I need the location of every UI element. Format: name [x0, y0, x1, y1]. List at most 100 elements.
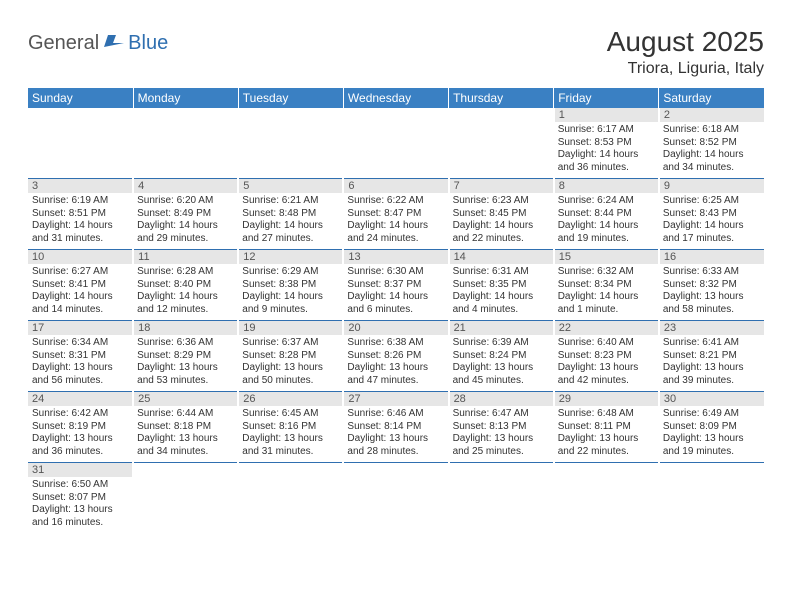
sunset-text: Sunset: 8:41 PM — [32, 279, 129, 292]
daylight-text: Daylight: 13 hours and 31 minutes. — [242, 433, 339, 458]
sunrise-text: Sunrise: 6:28 AM — [137, 266, 234, 279]
info-row: Sunrise: 6:27 AMSunset: 8:41 PMDaylight:… — [28, 264, 764, 321]
sunset-text: Sunset: 8:45 PM — [453, 208, 550, 221]
daylight-text: Daylight: 14 hours and 36 minutes. — [558, 149, 655, 174]
day-number: 20 — [343, 321, 448, 336]
sunrise-text: Sunrise: 6:50 AM — [32, 479, 129, 492]
day-number: 22 — [554, 321, 659, 336]
flag-icon — [104, 33, 126, 54]
day-number: 30 — [659, 392, 764, 407]
day-number — [28, 108, 133, 122]
day-number — [238, 108, 343, 122]
day-number: 25 — [133, 392, 238, 407]
day-cell: Sunrise: 6:24 AMSunset: 8:44 PMDaylight:… — [554, 193, 659, 250]
sunrise-text: Sunrise: 6:17 AM — [558, 124, 655, 137]
day-cell: Sunrise: 6:20 AMSunset: 8:49 PMDaylight:… — [133, 193, 238, 250]
day-number: 29 — [554, 392, 659, 407]
daylight-text: Daylight: 13 hours and 28 minutes. — [347, 433, 444, 458]
day-header: Wednesday — [343, 88, 448, 108]
sunset-text: Sunset: 8:07 PM — [32, 492, 129, 505]
info-row: Sunrise: 6:34 AMSunset: 8:31 PMDaylight:… — [28, 335, 764, 392]
sunset-text: Sunset: 8:09 PM — [663, 421, 760, 434]
day-cell: Sunrise: 6:23 AMSunset: 8:45 PMDaylight:… — [449, 193, 554, 250]
daylight-text: Daylight: 13 hours and 16 minutes. — [32, 504, 129, 529]
day-number: 18 — [133, 321, 238, 336]
sunset-text: Sunset: 8:37 PM — [347, 279, 444, 292]
sunset-text: Sunset: 8:40 PM — [137, 279, 234, 292]
day-number: 14 — [449, 250, 554, 265]
sunset-text: Sunset: 8:51 PM — [32, 208, 129, 221]
daylight-text: Daylight: 13 hours and 47 minutes. — [347, 362, 444, 387]
sunrise-text: Sunrise: 6:29 AM — [242, 266, 339, 279]
sunrise-text: Sunrise: 6:32 AM — [558, 266, 655, 279]
day-cell — [449, 122, 554, 179]
title-block: August 2025 Triora, Liguria, Italy — [607, 26, 764, 78]
day-number: 8 — [554, 179, 659, 194]
day-cell — [449, 477, 554, 533]
day-cell: Sunrise: 6:39 AMSunset: 8:24 PMDaylight:… — [449, 335, 554, 392]
day-cell: Sunrise: 6:32 AMSunset: 8:34 PMDaylight:… — [554, 264, 659, 321]
info-row: Sunrise: 6:17 AMSunset: 8:53 PMDaylight:… — [28, 122, 764, 179]
daylight-text: Daylight: 13 hours and 36 minutes. — [32, 433, 129, 458]
day-header: Tuesday — [238, 88, 343, 108]
daylight-text: Daylight: 13 hours and 25 minutes. — [453, 433, 550, 458]
day-cell — [343, 477, 448, 533]
sunrise-text: Sunrise: 6:24 AM — [558, 195, 655, 208]
day-number: 21 — [449, 321, 554, 336]
day-header: Friday — [554, 88, 659, 108]
day-header: Sunday — [28, 88, 133, 108]
sunrise-text: Sunrise: 6:25 AM — [663, 195, 760, 208]
logo-text-blue: Blue — [128, 32, 168, 55]
day-cell: Sunrise: 6:48 AMSunset: 8:11 PMDaylight:… — [554, 406, 659, 463]
day-number: 7 — [449, 179, 554, 194]
day-number — [659, 463, 764, 478]
sunrise-text: Sunrise: 6:27 AM — [32, 266, 129, 279]
daylight-text: Daylight: 14 hours and 34 minutes. — [663, 149, 760, 174]
sunset-text: Sunset: 8:11 PM — [558, 421, 655, 434]
day-number: 11 — [133, 250, 238, 265]
day-cell — [28, 122, 133, 179]
daylight-text: Daylight: 13 hours and 19 minutes. — [663, 433, 760, 458]
day-number: 2 — [659, 108, 764, 122]
location: Triora, Liguria, Italy — [607, 60, 764, 78]
daylight-text: Daylight: 14 hours and 24 minutes. — [347, 220, 444, 245]
sunset-text: Sunset: 8:14 PM — [347, 421, 444, 434]
sunrise-text: Sunrise: 6:44 AM — [137, 408, 234, 421]
day-cell: Sunrise: 6:25 AMSunset: 8:43 PMDaylight:… — [659, 193, 764, 250]
sunrise-text: Sunrise: 6:22 AM — [347, 195, 444, 208]
daynum-row: 24252627282930 — [28, 392, 764, 407]
day-number: 26 — [238, 392, 343, 407]
info-row: Sunrise: 6:50 AMSunset: 8:07 PMDaylight:… — [28, 477, 764, 533]
sunrise-text: Sunrise: 6:39 AM — [453, 337, 550, 350]
day-cell: Sunrise: 6:49 AMSunset: 8:09 PMDaylight:… — [659, 406, 764, 463]
sunset-text: Sunset: 8:53 PM — [558, 137, 655, 150]
sunset-text: Sunset: 8:28 PM — [242, 350, 339, 363]
sunrise-text: Sunrise: 6:45 AM — [242, 408, 339, 421]
sunset-text: Sunset: 8:19 PM — [32, 421, 129, 434]
day-number: 17 — [28, 321, 133, 336]
day-number: 10 — [28, 250, 133, 265]
day-number: 9 — [659, 179, 764, 194]
daylight-text: Daylight: 13 hours and 53 minutes. — [137, 362, 234, 387]
logo: General Blue — [28, 32, 168, 55]
day-cell — [133, 122, 238, 179]
day-number — [238, 463, 343, 478]
day-cell — [133, 477, 238, 533]
day-header: Monday — [133, 88, 238, 108]
daylight-text: Daylight: 14 hours and 1 minute. — [558, 291, 655, 316]
sunset-text: Sunset: 8:32 PM — [663, 279, 760, 292]
day-number: 12 — [238, 250, 343, 265]
day-cell: Sunrise: 6:45 AMSunset: 8:16 PMDaylight:… — [238, 406, 343, 463]
daylight-text: Daylight: 13 hours and 22 minutes. — [558, 433, 655, 458]
daylight-text: Daylight: 14 hours and 14 minutes. — [32, 291, 129, 316]
day-number: 13 — [343, 250, 448, 265]
sunrise-text: Sunrise: 6:48 AM — [558, 408, 655, 421]
day-number: 24 — [28, 392, 133, 407]
daynum-row: 12 — [28, 108, 764, 122]
day-cell: Sunrise: 6:29 AMSunset: 8:38 PMDaylight:… — [238, 264, 343, 321]
daynum-row: 10111213141516 — [28, 250, 764, 265]
day-number: 5 — [238, 179, 343, 194]
daylight-text: Daylight: 13 hours and 45 minutes. — [453, 362, 550, 387]
day-number: 6 — [343, 179, 448, 194]
day-cell: Sunrise: 6:44 AMSunset: 8:18 PMDaylight:… — [133, 406, 238, 463]
